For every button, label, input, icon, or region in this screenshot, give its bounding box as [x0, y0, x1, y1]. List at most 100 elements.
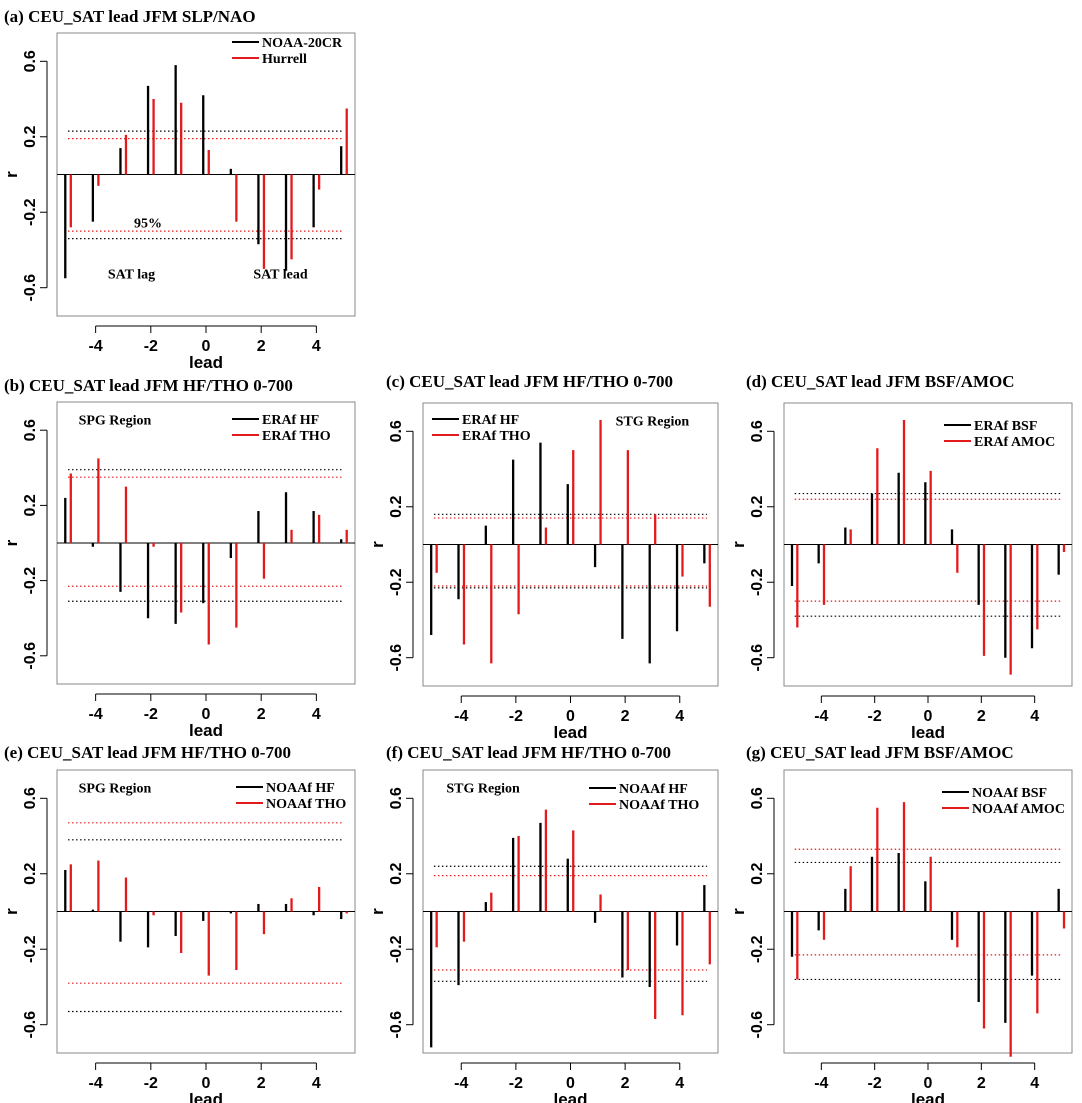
x-tick-label: -2 [144, 1075, 158, 1092]
x-tick-label: -4 [814, 708, 828, 725]
x-axis-label: lead [189, 721, 223, 740]
x-tick-label: -2 [868, 708, 882, 725]
annotation: SPG Region [79, 414, 152, 429]
x-tick-label: 4 [312, 338, 321, 355]
x-tick-label: -2 [509, 1075, 523, 1092]
y-axis-label: r [368, 908, 387, 915]
legend-label: NOAAf THO [619, 798, 699, 813]
y-tick-label: -0.6 [22, 1011, 39, 1039]
y-tick-label: 0.2 [749, 863, 766, 885]
x-tick-label: -4 [89, 1075, 103, 1092]
y-tick-label: -0.6 [22, 274, 39, 302]
x-tick-label: -4 [89, 338, 103, 355]
legend-label: ERAf BSF [974, 419, 1037, 434]
y-tick-label: -0.6 [388, 1011, 405, 1039]
x-tick-label: -2 [144, 338, 158, 355]
y-tick-label: 0.6 [749, 787, 766, 809]
y-tick-label: -0.2 [749, 568, 766, 596]
x-tick-label: 2 [257, 1075, 266, 1092]
chart-panel-b: (b) CEU_SAT lead JFM HF/THO 0-700 -4 -2 0 2 4… [2, 376, 356, 740]
x-tick-label: 2 [257, 338, 266, 355]
panel-title: (c) CEU_SAT lead JFM HF/THO 0-700 [386, 372, 673, 391]
legend-label: Hurrell [262, 52, 307, 67]
y-tick-label: -0.6 [388, 644, 405, 672]
x-tick-label: 0 [202, 338, 211, 355]
annotation: SAT lead [253, 267, 308, 282]
x-tick-label: -4 [454, 1075, 468, 1092]
annotation: STG Region [446, 782, 520, 797]
legend-label: ERAf HF [462, 413, 519, 428]
y-tick-label: 0.6 [22, 419, 39, 441]
x-tick-label: -2 [868, 1075, 882, 1092]
x-tick-label: 0 [566, 708, 575, 725]
y-tick-label: 0.2 [388, 496, 405, 518]
y-axis-label: r [2, 539, 21, 546]
legend-label: NOAAf BSF [972, 786, 1047, 801]
y-axis-label: r [368, 541, 387, 548]
legend-label: ERAf HF [262, 413, 319, 428]
y-tick-label: 0.6 [22, 787, 39, 809]
y-axis-label: r [2, 908, 21, 915]
x-tick-label: 4 [312, 706, 321, 723]
x-tick-label: 4 [1030, 1075, 1039, 1092]
panel-title: (e) CEU_SAT lead JFM HF/THO 0-700 [4, 743, 291, 762]
x-tick-label: 2 [257, 706, 266, 723]
panel-title: (a) CEU_SAT lead JFM SLP/NAO [4, 7, 256, 26]
x-tick-label: 0 [924, 1075, 933, 1092]
x-tick-label: -4 [89, 706, 103, 723]
x-tick-label: 0 [202, 706, 211, 723]
y-tick-label: -0.2 [22, 935, 39, 963]
chart-panel-g: (g) CEU_SAT lead JFM BSF/AMOC -4 -2 0 2 4 lead… [729, 743, 1073, 1103]
legend-label: NOAAf HF [619, 782, 688, 797]
legend-label: NOAAf AMOC [972, 802, 1065, 817]
x-axis-label: lead [553, 1090, 587, 1103]
y-tick-label: 0.6 [388, 787, 405, 809]
chart-panel-c: (c) CEU_SAT lead JFM HF/THO 0-700 -4 -2 0 2 4… [368, 372, 719, 742]
x-tick-label: -4 [814, 1075, 828, 1092]
x-axis-label: lead [189, 1090, 223, 1103]
y-tick-label: 0.6 [749, 420, 766, 442]
y-tick-label: -0.2 [388, 568, 405, 596]
chart-panel-f: (f) CEU_SAT lead JFM HF/THO 0-700 -4 -2 0 2 4… [368, 743, 719, 1103]
x-axis-label: lead [553, 723, 587, 742]
x-axis-label: lead [911, 723, 945, 742]
chart-panel-e: (e) CEU_SAT lead JFM HF/THO 0-700 -4 -2 0 2 4… [2, 743, 356, 1103]
panel-title: (d) CEU_SAT lead JFM BSF/AMOC [746, 372, 1015, 391]
x-tick-label: 4 [1030, 708, 1039, 725]
y-tick-label: 0.6 [388, 420, 405, 442]
panel-title: (f) CEU_SAT lead JFM HF/THO 0-700 [386, 743, 671, 762]
legend-label: NOAAf HF [266, 781, 335, 796]
legend-label: NOAA-20CR [262, 36, 343, 51]
x-tick-label: 4 [675, 708, 684, 725]
x-tick-label: -2 [144, 706, 158, 723]
y-axis-label: r [2, 171, 21, 178]
chart-panel-d: (d) CEU_SAT lead JFM BSF/AMOC -4 -2 0 2 4 lead… [729, 372, 1073, 742]
y-tick-label: -0.6 [749, 644, 766, 672]
legend-label: NOAAf THO [266, 797, 346, 812]
x-axis-label: lead [189, 353, 223, 372]
y-tick-label: -0.2 [388, 935, 405, 963]
annotation: SAT lag [108, 267, 155, 282]
legend-label: ERAf AMOC [974, 435, 1055, 450]
y-tick-label: 0.2 [22, 863, 39, 885]
x-tick-label: 4 [675, 1075, 684, 1092]
x-axis-label: lead [911, 1090, 945, 1103]
annotation: 95% [134, 216, 162, 231]
legend-label: ERAf THO [262, 429, 331, 444]
x-tick-label: 2 [977, 1075, 986, 1092]
panel-title: (b) CEU_SAT lead JFM HF/THO 0-700 [4, 376, 293, 395]
annotation: STG Region [616, 415, 690, 430]
x-tick-label: 0 [566, 1075, 575, 1092]
annotation: SPG Region [79, 782, 152, 797]
y-tick-label: 0.2 [749, 496, 766, 518]
x-tick-label: 4 [312, 1075, 321, 1092]
y-tick-label: -0.6 [22, 642, 39, 670]
y-tick-label: -0.6 [749, 1011, 766, 1039]
y-tick-label: -0.2 [22, 567, 39, 595]
x-tick-label: 2 [977, 708, 986, 725]
y-tick-label: 0.2 [388, 863, 405, 885]
y-axis-label: r [729, 541, 748, 548]
y-axis-label: r [729, 908, 748, 915]
chart-panel-a: (a) CEU_SAT lead JFM SLP/NAO -4 -2 0 2 4 lead -… [2, 7, 356, 372]
